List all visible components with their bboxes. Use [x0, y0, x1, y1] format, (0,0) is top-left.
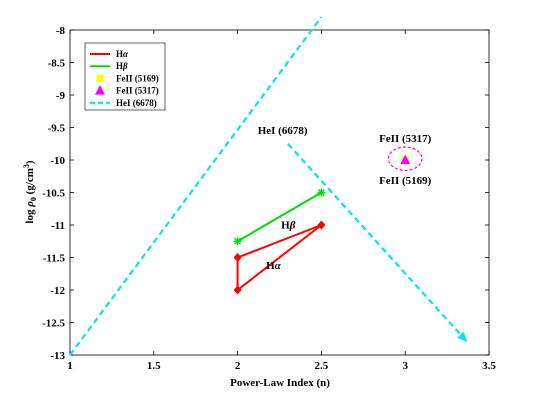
annotation-hbeta: Hβ — [281, 219, 296, 231]
y-tick-label: -10 — [50, 155, 65, 167]
legend-label-hei-6678: HeI (6678) — [116, 98, 157, 108]
series-feii-5317-point — [400, 154, 411, 164]
series-h-point — [233, 285, 242, 295]
x-axis-label: Power-Law Index (n) — [230, 377, 330, 389]
series-hei-6678-arrowhead — [457, 331, 468, 342]
y-tick-label: -12.5 — [42, 318, 65, 330]
series-hei-6678-segment — [69, 16, 323, 356]
y-tick-label: -11 — [51, 220, 65, 232]
annotation-layer: HeI (6678) Hβ Hα FeII (5317) FeII (5169) — [258, 125, 432, 272]
x-tick-label: 3.5 — [482, 360, 496, 372]
series-h-line — [236, 224, 323, 293]
series-h-point — [233, 253, 242, 262]
legend-swatch-feii-5317 — [95, 85, 105, 95]
series-h-line — [237, 191, 322, 243]
legend: Hα Hβ FeII (5169) FeII (5317) HeI (6678) — [84, 42, 166, 111]
annotation-hei: HeI (6678) — [258, 125, 308, 137]
feii-highlight-ellipse — [387, 146, 423, 171]
annotation-fe5317: FeII (5317) — [379, 133, 432, 145]
legend-label-feii-5317: FeII (5317) — [116, 86, 159, 96]
series-hei-6678-segment — [287, 143, 469, 343]
x-tick-label: 3 — [402, 360, 408, 372]
y-tick-label: -12 — [50, 285, 65, 297]
series-h-point — [233, 237, 242, 246]
series-layer — [69, 16, 469, 356]
x-tick-label: 1 — [67, 360, 73, 372]
legend-label-feii-5169: FeII (5169) — [116, 73, 159, 83]
y-tick-label: -10.5 — [42, 188, 65, 200]
x-tick-label: 2 — [235, 360, 241, 372]
y-tick-label: -11.5 — [43, 253, 66, 265]
annotation-fe5169: FeII (5169) — [379, 175, 432, 187]
y-tick-label: -13 — [50, 350, 65, 362]
legend-swatch-feii-5169 — [96, 74, 104, 82]
y-tick-label: -9 — [56, 90, 66, 102]
x-tick-label: 2.5 — [315, 360, 329, 372]
series-h-point — [317, 188, 326, 197]
x-tick-label: 1.5 — [147, 360, 161, 372]
legend-label-h: Hα — [116, 49, 129, 59]
axis-ticks: 1 1.5 2 2.5 3 3.5 -13 -12.5 -12 -11.5 -11 -10.5 -10 -… — [42, 25, 496, 372]
legend-label-h: Hβ — [116, 61, 128, 71]
y-axis-label: log ρ0 (g/cm3) — [22, 160, 38, 224]
y-tick-label: -8.5 — [48, 58, 66, 70]
annotation-halpha: Hα — [266, 260, 282, 272]
y-tick-label: -8 — [56, 25, 66, 37]
y-tick-label: -9.5 — [48, 123, 66, 135]
series-h-point — [317, 220, 326, 230]
